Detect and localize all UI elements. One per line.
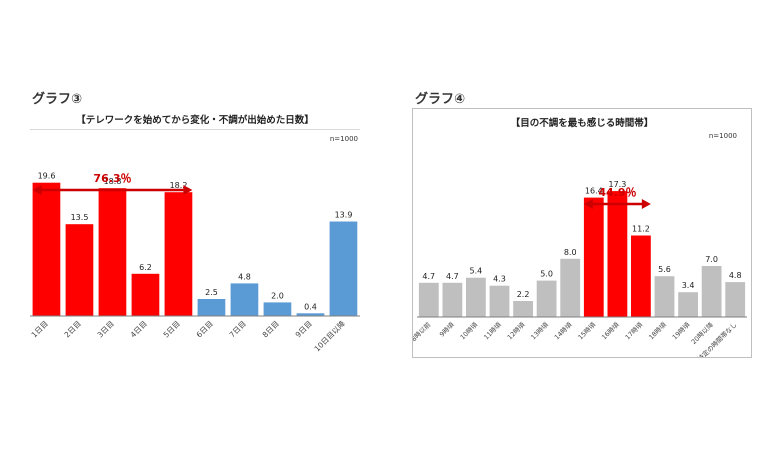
bar-14時頃 bbox=[560, 258, 581, 317]
graph4-panel: 【目の不調を最も感じる時間帯】 n=1000 4.7 8時以前 4.7 9時頃 5.4 1… bbox=[412, 108, 752, 358]
bar-3日目 bbox=[98, 188, 127, 316]
annotation-arrow-head-left bbox=[32, 185, 42, 195]
data-label-6日目: 2.5 bbox=[205, 288, 218, 297]
bar-10時頃 bbox=[466, 277, 486, 317]
bar-9日目 bbox=[296, 313, 325, 316]
bar-16時頃 bbox=[607, 191, 628, 317]
data-label-5日目: 18.2 bbox=[170, 181, 188, 190]
tick-label-17時頃: 17時頃 bbox=[623, 320, 645, 342]
tick-label-15時頃: 15時頃 bbox=[576, 320, 598, 342]
data-label-8時以前: 4.7 bbox=[422, 272, 435, 281]
graph3-n-label: n=1000 bbox=[329, 135, 358, 143]
bar-18時頃 bbox=[654, 276, 675, 317]
annotation-arrow-head-right bbox=[183, 185, 193, 195]
tick-label-4日目: 4日目 bbox=[129, 319, 149, 339]
bar-12時頃 bbox=[513, 301, 533, 317]
tick-label-13時頃: 13時頃 bbox=[529, 320, 551, 342]
data-label-8日目: 2.0 bbox=[271, 291, 284, 300]
bar-8時以前 bbox=[418, 282, 439, 317]
tick-label-11時頃: 11時頃 bbox=[482, 320, 504, 342]
tick-label-10時頃: 10時頃 bbox=[458, 320, 480, 342]
annotation-arrow-head-left bbox=[583, 199, 593, 209]
data-label-2日目: 13.5 bbox=[71, 213, 89, 222]
bar-7日目 bbox=[230, 283, 259, 316]
data-label-特定の時間帯なし: 4.8 bbox=[729, 271, 742, 280]
tick-label-2日目: 2日目 bbox=[63, 319, 83, 339]
bar-15時頃 bbox=[583, 197, 604, 317]
data-label-10日目以降: 13.9 bbox=[335, 211, 353, 220]
data-label-11時頃: 4.3 bbox=[493, 275, 506, 284]
data-label-9日目: 0.4 bbox=[304, 302, 317, 311]
bar-5日目 bbox=[164, 192, 193, 316]
data-label-13時頃: 5.0 bbox=[540, 270, 553, 279]
tick-label-10日目以降: 10日目以降 bbox=[312, 318, 347, 353]
data-label-15時頃: 16.4 bbox=[585, 187, 603, 196]
bar-4日目 bbox=[131, 273, 160, 316]
bar-9時頃 bbox=[442, 282, 463, 317]
data-label-3日目: 18.8 bbox=[104, 177, 122, 186]
data-label-1日目: 19.6 bbox=[38, 172, 56, 181]
bar-6日目 bbox=[197, 299, 226, 316]
tick-label-5日目: 5日目 bbox=[162, 319, 182, 339]
data-label-20時以降: 7.0 bbox=[705, 255, 718, 264]
tick-label-9時頃: 9時頃 bbox=[437, 320, 456, 339]
graph4-title: 【目の不調を最も感じる時間帯】 bbox=[510, 118, 654, 129]
annotation-arrow-head-right bbox=[641, 199, 651, 209]
bar-20時以降 bbox=[701, 266, 722, 317]
data-label-7日目: 4.8 bbox=[238, 272, 251, 281]
graph4-n-label: n=1000 bbox=[708, 132, 737, 140]
bar-13時頃 bbox=[536, 280, 557, 317]
data-label-14時頃: 8.0 bbox=[564, 248, 577, 257]
data-label-12時頃: 2.2 bbox=[517, 290, 530, 299]
bar-8日目 bbox=[263, 302, 292, 316]
tick-label-7日目: 7日目 bbox=[228, 319, 248, 339]
annotation-label: 76.3％ bbox=[93, 172, 131, 185]
tick-label-16時頃: 16時頃 bbox=[599, 320, 621, 342]
data-label-17時頃: 11.2 bbox=[632, 225, 650, 234]
data-label-4日目: 6.2 bbox=[139, 263, 152, 272]
bar-1日目 bbox=[32, 182, 61, 316]
tick-label-8時以前: 8時以前 bbox=[413, 320, 433, 343]
bar-10日目以降 bbox=[329, 221, 358, 316]
data-label-18時頃: 5.6 bbox=[658, 265, 671, 274]
graph3-label: グラフ③ bbox=[32, 92, 83, 107]
tick-label-1日目: 1日目 bbox=[30, 319, 50, 339]
bar-19時頃 bbox=[678, 292, 698, 317]
bar-17時頃 bbox=[631, 235, 651, 317]
graph4-label: グラフ④ bbox=[415, 92, 466, 107]
tick-label-3日目: 3日目 bbox=[96, 319, 116, 339]
data-label-9時頃: 4.7 bbox=[446, 272, 459, 281]
data-label-16時頃: 17.3 bbox=[608, 180, 626, 189]
graph3-panel: 【テレワークを始めてから変化・不調が出始めた日数】 n=1000 19.6 1日目… bbox=[30, 108, 360, 358]
tick-label-14時頃: 14時頃 bbox=[552, 320, 574, 342]
tick-label-18時頃: 18時頃 bbox=[647, 320, 669, 342]
tick-label-19時頃: 19時頃 bbox=[670, 320, 692, 342]
graph4-chart: 4.7 8時以前 4.7 9時頃 5.4 10時頃 4.3 11時頃 2.2 12時頃 5.0 13時… bbox=[413, 180, 747, 357]
data-label-10時頃: 5.4 bbox=[470, 267, 483, 276]
data-label-19時頃: 3.4 bbox=[682, 281, 695, 290]
tick-label-8日目: 8日目 bbox=[261, 319, 281, 339]
graph3-chart: 19.6 1日目 13.5 2日目 18.8 3日目 6.2 4日目 18.2 5日目 2.5 6日目… bbox=[30, 172, 360, 353]
bar-特定の時間帯なし bbox=[725, 282, 746, 317]
annotation-label: 44.9％ bbox=[598, 186, 636, 199]
bar-2日目 bbox=[65, 224, 94, 316]
tick-label-6日目: 6日目 bbox=[195, 319, 215, 339]
graph3-title: 【テレワークを始めてから変化・不調が出始めた日数】 bbox=[76, 115, 314, 126]
bar-11時頃 bbox=[489, 285, 510, 317]
tick-label-9日目: 9日目 bbox=[294, 319, 314, 339]
tick-label-12時頃: 12時頃 bbox=[505, 320, 527, 342]
graph3-title-divider bbox=[30, 129, 360, 130]
